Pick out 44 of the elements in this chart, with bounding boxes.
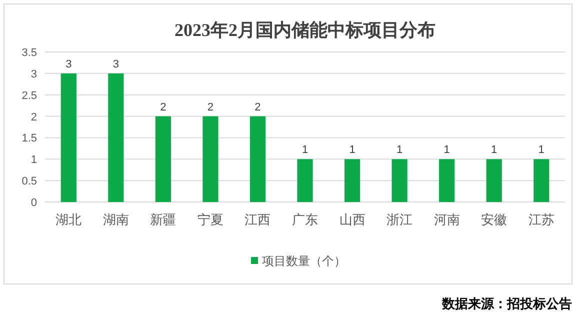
bar (297, 159, 313, 202)
bar (392, 159, 408, 202)
x-tick-label: 浙江 (386, 212, 413, 227)
y-tick-label: 3 (30, 68, 37, 80)
bar (344, 159, 360, 202)
bar (534, 159, 550, 202)
bar (250, 116, 266, 202)
x-tick-label: 宁夏 (197, 212, 224, 227)
y-tick-label: 3.5 (22, 47, 37, 59)
data-label: 1 (302, 144, 308, 156)
x-tick-label: 河南 (434, 212, 460, 227)
bar (108, 73, 124, 202)
data-label: 1 (396, 144, 403, 156)
y-tick-label: 0.5 (22, 176, 37, 188)
x-tick-label: 江西 (244, 212, 271, 227)
data-label: 1 (491, 144, 498, 156)
data-label: 2 (207, 101, 214, 114)
chart-title: 2023年2月国内储能中标项目分布 (174, 20, 436, 40)
x-tick-label: 江苏 (528, 212, 554, 227)
data-label: 3 (112, 58, 119, 70)
data-label: 1 (538, 144, 544, 156)
data-label: 1 (349, 144, 356, 156)
y-tick-label: 2 (30, 111, 37, 124)
data-label: 2 (160, 101, 166, 114)
y-tick-label: 2.5 (22, 90, 37, 102)
x-tick-label: 广东 (292, 212, 318, 227)
x-tick-label: 山西 (339, 212, 366, 227)
legend-label: 项目数量（个） (262, 254, 346, 268)
bar (202, 116, 218, 202)
bar (155, 116, 171, 202)
x-tick-label: 新疆 (150, 212, 176, 227)
data-label: 2 (254, 101, 261, 114)
source-note: 数据来源：招投标公告 (441, 296, 572, 311)
y-tick-label: 1.5 (22, 132, 37, 145)
x-tick-label: 安徽 (481, 212, 508, 227)
bar (486, 159, 502, 202)
y-tick-label: 1 (30, 154, 37, 166)
bar (60, 73, 76, 202)
data-label: 1 (444, 144, 450, 156)
x-tick-label: 湖北 (56, 212, 82, 227)
x-tick-label: 湖南 (102, 212, 129, 227)
bar (439, 159, 455, 202)
y-tick-label: 0 (30, 197, 37, 209)
data-label: 3 (66, 58, 72, 70)
